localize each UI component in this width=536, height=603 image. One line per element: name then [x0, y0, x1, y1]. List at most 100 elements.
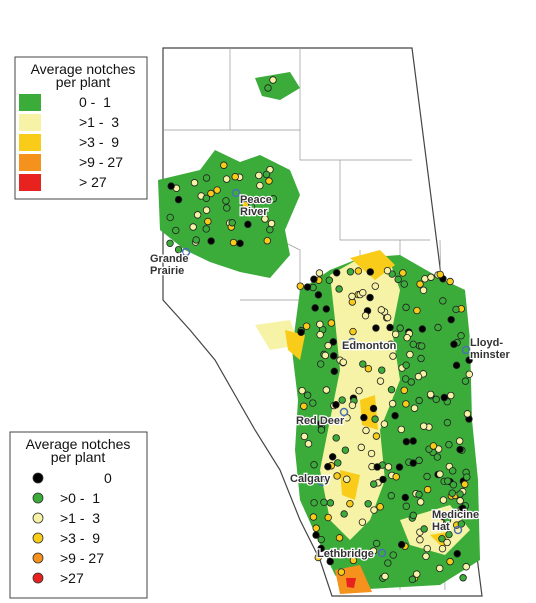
site-dot [311, 304, 319, 312]
site-dot [262, 170, 271, 179]
site-dot [314, 291, 323, 299]
site-dot [332, 434, 340, 442]
city-marker [231, 188, 241, 198]
site-dot [236, 239, 244, 248]
site-dot [330, 367, 339, 376]
site-dot [414, 372, 423, 381]
site-dot [395, 463, 404, 471]
site-dot [400, 280, 408, 288]
region-low [255, 72, 300, 100]
city-label: Calgary [290, 473, 331, 485]
site-dot [383, 266, 392, 275]
site-dot [361, 311, 370, 320]
site-dot [445, 530, 453, 539]
site-dot [416, 280, 424, 288]
site-dot [465, 370, 473, 378]
site-dot [343, 475, 351, 483]
site-dot [443, 538, 451, 547]
site-dot [354, 267, 363, 275]
site-dot [338, 396, 346, 404]
site-dot [222, 175, 231, 183]
site-dot [366, 293, 374, 302]
legend-label: >1 - 3 [79, 114, 119, 130]
site-dot [372, 432, 381, 440]
site-dot [312, 531, 320, 539]
site-dot [333, 472, 341, 480]
site-dot [407, 378, 415, 386]
site-dot [423, 472, 431, 481]
site-dot [303, 283, 312, 291]
city-label: River [240, 206, 268, 218]
site-dot [324, 462, 332, 471]
site-dot [461, 377, 470, 385]
site-dot [401, 493, 410, 502]
site-dot [324, 513, 332, 522]
site-dot [387, 340, 395, 348]
site-dot [309, 399, 317, 407]
site-dot [423, 544, 431, 553]
site-dot [389, 352, 397, 360]
site-dot [222, 197, 230, 205]
site-dot [376, 377, 385, 385]
site-dot [202, 206, 211, 214]
site-dot [269, 76, 277, 84]
site-dot [399, 269, 407, 277]
site-dot [376, 503, 384, 511]
legend-box [9, 431, 148, 599]
site-dot [403, 333, 411, 342]
site-dot [341, 446, 350, 454]
site-dot [269, 195, 278, 203]
legend-dot [32, 552, 44, 564]
site-dot [362, 426, 370, 435]
site-dot [189, 223, 197, 231]
site-dot [440, 393, 449, 402]
site-dot [346, 268, 355, 276]
site-dot [261, 215, 269, 223]
site-dot [267, 219, 276, 228]
site-dot [415, 396, 423, 405]
site-dot [213, 186, 221, 194]
site-dot [433, 453, 442, 461]
site-dot [436, 564, 444, 573]
legend-title: Average notches [31, 61, 136, 77]
site-dot [422, 552, 430, 561]
site-dot [423, 485, 432, 494]
site-dot [463, 410, 472, 418]
site-dot [364, 364, 373, 373]
legend-swatch [19, 134, 41, 151]
site-dot [322, 305, 331, 313]
city-label: Hat [432, 521, 450, 533]
site-dot [448, 489, 456, 497]
city-label: Lethbridge [317, 548, 374, 560]
site-dot [389, 551, 397, 559]
legend-dot [32, 512, 44, 524]
region-mid [320, 258, 400, 540]
site-dot [247, 202, 256, 211]
site-dot [439, 297, 447, 305]
site-dot [461, 480, 469, 489]
site-dot [220, 161, 228, 169]
legend-swatch [19, 114, 41, 131]
site-dot [320, 498, 328, 506]
site-dot [418, 342, 426, 350]
site-dot [379, 475, 387, 484]
site-dot [310, 461, 318, 469]
site-dot [297, 328, 305, 336]
legend-label: >27 [60, 570, 84, 586]
legend-label: >3 - 9 [79, 134, 119, 150]
site-dot [231, 173, 239, 181]
site-dot [166, 213, 174, 222]
site-dot [325, 276, 334, 284]
site-dot [298, 386, 306, 395]
site-dot [418, 325, 427, 333]
site-dot [436, 270, 444, 279]
site-dot [409, 340, 417, 349]
site-dot [310, 499, 318, 507]
site-dot [358, 518, 367, 526]
site-dot [166, 239, 174, 247]
city-marker [339, 407, 349, 417]
site-dot [409, 511, 417, 520]
site-dot [228, 219, 236, 227]
site-dot [416, 536, 424, 544]
